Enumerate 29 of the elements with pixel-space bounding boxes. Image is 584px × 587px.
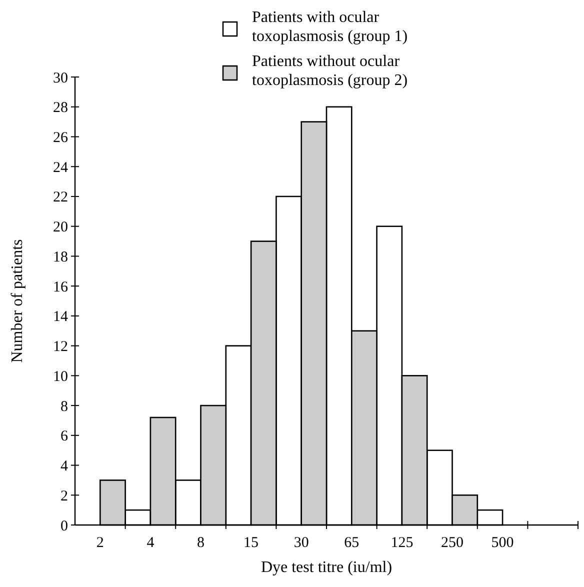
y-tick-label: 0 [60, 518, 68, 534]
x-tick-label: 30 [294, 535, 309, 551]
y-tick-label: 4 [60, 458, 68, 475]
y-tick-label: 14 [53, 309, 68, 326]
x-tick-label: 4 [146, 535, 155, 551]
y-tick-label: 12 [53, 339, 68, 356]
y-tick-label: 28 [53, 100, 68, 116]
x-axis-title: Dye test titre (iu/ml) [260, 559, 392, 576]
y-tick-label: 18 [53, 249, 68, 266]
y-tick-label: 10 [53, 368, 68, 385]
y-tick-label: 30 [53, 70, 68, 86]
x-tick-label: 65 [344, 535, 360, 551]
x-tick-label: 125 [390, 535, 414, 551]
y-tick-label: 22 [53, 190, 68, 206]
x-tick-label: 8 [197, 535, 204, 551]
x-tick-label: 500 [491, 535, 514, 551]
y-tick-label: 8 [60, 398, 68, 415]
y-tick-label: 24 [53, 160, 68, 176]
y-tick-label: 20 [53, 220, 68, 236]
x-tick-label: 2 [96, 535, 104, 551]
legend-label: Patients without ocular toxoplasmosis (group 2) [252, 53, 408, 89]
legend-label: Patients with ocular toxoplasmosis (group 1) [252, 9, 408, 45]
y-tick-label: 26 [53, 130, 68, 146]
y-tick-label: 16 [53, 279, 68, 296]
y-axis-title: Number of patients [9, 239, 26, 363]
x-tick-label: 15 [244, 535, 259, 551]
y-tick-label: 6 [60, 428, 68, 445]
x-tick-label: 250 [441, 535, 464, 551]
y-tick-label: 2 [60, 488, 68, 504]
